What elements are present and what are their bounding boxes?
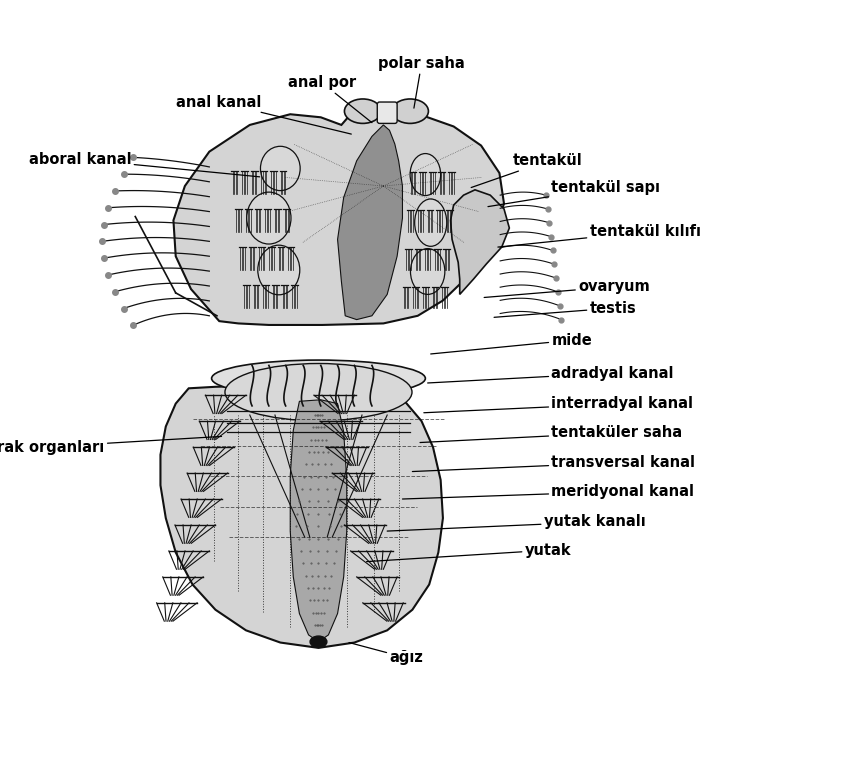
Text: transversal kanal: transversal kanal: [412, 455, 696, 471]
Ellipse shape: [225, 364, 412, 421]
Text: tarak organları: tarak organları: [0, 437, 221, 454]
Ellipse shape: [391, 99, 429, 123]
Ellipse shape: [247, 192, 291, 244]
Text: yutak: yutak: [366, 543, 571, 561]
Polygon shape: [161, 373, 443, 648]
Text: tentaküler saha: tentaküler saha: [420, 425, 683, 442]
Ellipse shape: [257, 245, 300, 295]
Text: interradyal kanal: interradyal kanal: [424, 396, 693, 413]
Ellipse shape: [345, 99, 381, 123]
Text: meridyonal kanal: meridyonal kanal: [403, 484, 695, 499]
Text: tentakül kılıfı: tentakül kılıfı: [498, 225, 701, 247]
Polygon shape: [290, 400, 346, 642]
Ellipse shape: [410, 248, 445, 295]
Polygon shape: [450, 190, 510, 295]
Ellipse shape: [310, 636, 327, 647]
Text: ovaryum: ovaryum: [484, 279, 650, 298]
Text: adradyal kanal: adradyal kanal: [428, 365, 674, 383]
Text: aboral kanal: aboral kanal: [29, 151, 260, 177]
Text: tentakül: tentakül: [471, 153, 583, 188]
Ellipse shape: [212, 360, 425, 397]
Ellipse shape: [260, 146, 300, 191]
Text: ağız: ağız: [349, 643, 423, 665]
Text: anal kanal: anal kanal: [176, 95, 352, 134]
Text: tentakül sapı: tentakül sapı: [488, 180, 660, 207]
Polygon shape: [174, 112, 504, 325]
Text: mide: mide: [431, 333, 592, 354]
Polygon shape: [338, 125, 403, 320]
Ellipse shape: [415, 199, 447, 246]
Text: testis: testis: [494, 301, 636, 318]
Text: yutak kanalı: yutak kanalı: [387, 514, 645, 531]
FancyBboxPatch shape: [378, 102, 397, 123]
Text: polar saha: polar saha: [378, 56, 465, 108]
Text: anal por: anal por: [289, 75, 372, 122]
Ellipse shape: [410, 154, 441, 195]
